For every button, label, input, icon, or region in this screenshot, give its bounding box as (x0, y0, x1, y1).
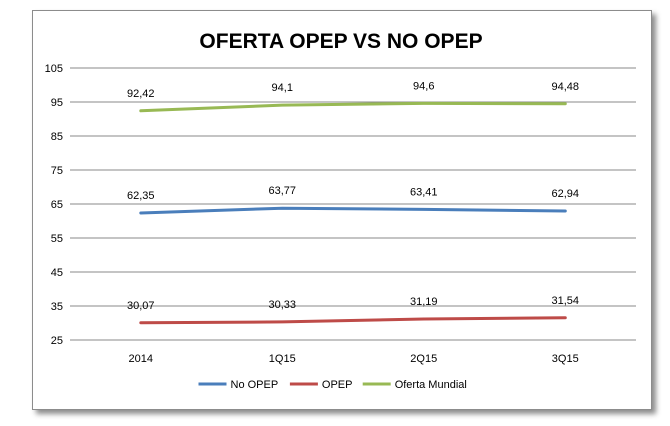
data-label: 94,6 (413, 80, 434, 92)
y-tick-label: 25 (51, 335, 63, 347)
x-tick-label: 3Q15 (552, 353, 579, 365)
legend-label: OPEP (322, 379, 353, 391)
data-label: 31,54 (551, 295, 579, 307)
data-label: 31,19 (410, 296, 438, 308)
y-tick-label: 75 (51, 165, 63, 177)
x-tick-label: 2014 (129, 353, 153, 365)
y-axis: 105 95 85 75 65 55 45 35 25 (45, 63, 63, 347)
data-label: 63,77 (268, 185, 296, 197)
y-tick-label: 35 (51, 301, 63, 313)
y-tick-label: 45 (51, 267, 63, 279)
x-tick-label: 2Q15 (410, 353, 437, 365)
y-tick-label: 105 (45, 63, 63, 75)
gridlines (70, 67, 636, 341)
data-label: 92,42 (127, 88, 155, 100)
series-line-opep (139, 316, 567, 325)
data-label: 63,41 (410, 186, 438, 198)
y-tick-label: 65 (51, 199, 63, 211)
legend-label: No OPEP (231, 379, 279, 391)
data-label: 30,07 (127, 300, 155, 312)
data-label: 62,94 (551, 188, 579, 200)
x-tick-label: 1Q15 (269, 353, 296, 365)
y-tick-label: 85 (51, 131, 63, 143)
legend-label: Oferta Mundial (395, 379, 467, 391)
data-label: 94,1 (272, 82, 293, 94)
series-group (139, 101, 567, 325)
series-line-oferta-mundial (139, 101, 567, 113)
x-axis: 2014 1Q15 2Q15 3Q15 (129, 353, 579, 365)
y-tick-label: 95 (51, 97, 63, 109)
data-label: 62,35 (127, 190, 155, 202)
data-labels: 62,35 63,77 63,41 62,94 30,07 30,33 31,19 31,54… (127, 80, 579, 311)
data-label: 94,48 (551, 81, 579, 93)
chart-title: OFERTA OPEP VS NO OPEP (199, 30, 482, 53)
y-tick-label: 55 (51, 233, 63, 245)
series-line-no-opep (139, 206, 567, 215)
data-label: 30,33 (268, 299, 296, 311)
legend: No OPEP OPEP Oferta Mundial (198, 379, 467, 391)
